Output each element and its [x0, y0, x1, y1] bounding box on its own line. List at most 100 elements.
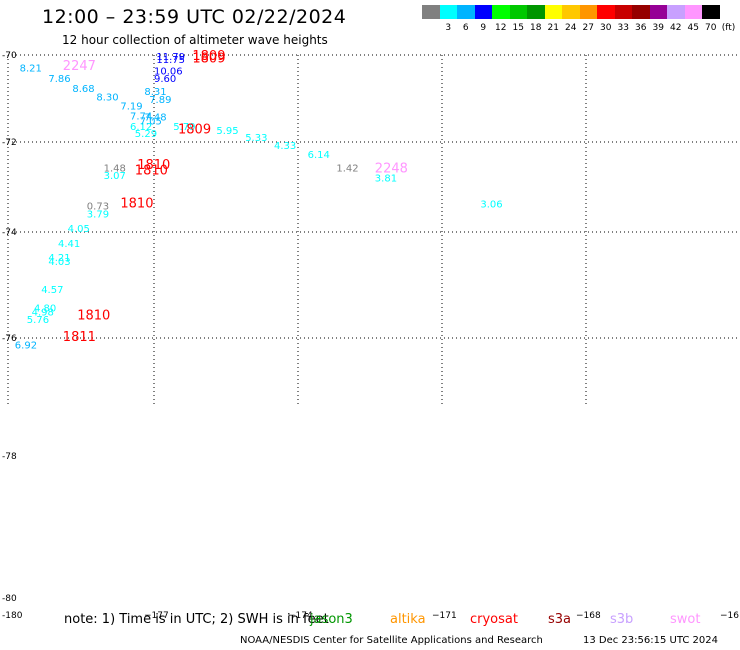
scale-swatch: [544, 5, 562, 19]
lat-tick-label: -70: [2, 51, 17, 61]
pass-time-label: 1810: [120, 196, 153, 211]
pass-time-label: 2247: [63, 59, 96, 74]
swh-label: 8.31: [144, 87, 166, 98]
swh-label: 8.30: [96, 93, 118, 104]
scale-label: 27: [582, 23, 594, 33]
lat-tick-label: -74: [2, 228, 17, 238]
scale-label: 12: [495, 23, 507, 33]
swh-label: 6.92: [15, 341, 37, 352]
swh-label: 4.05: [68, 224, 90, 235]
pass-time-label: 1809: [178, 122, 211, 137]
swh-label: 8.68: [72, 84, 94, 95]
satellite-legend-item: jason3: [310, 612, 353, 627]
scale-swatch: [439, 5, 457, 19]
scale-swatch: [597, 5, 615, 19]
pass-time-label: 1810: [135, 163, 168, 178]
swh-label: 3.06: [480, 199, 502, 210]
lon-tick-label: −16: [720, 611, 739, 621]
lat-tick-label: -80: [2, 594, 17, 604]
satellite-legend-item: s3b: [610, 612, 634, 627]
footer-note: note: 1) Time is in UTC; 2) SWH is in fe…: [64, 612, 329, 627]
satellite-legend-item: s3a: [548, 612, 572, 627]
swh-label: 0.73: [87, 202, 109, 213]
scale-label: 33: [617, 23, 629, 33]
scale-label: 6: [462, 23, 469, 33]
scale-swatch: [422, 5, 440, 19]
pass-time-label: 1809: [192, 51, 225, 66]
pass-time-label: 1810: [77, 308, 110, 323]
lon-tick-label: −171: [432, 611, 457, 621]
swh-label: 4.21: [48, 253, 70, 264]
swh-label: 3.07: [104, 171, 126, 182]
scale-swatch: [509, 5, 527, 19]
scale-label: 18: [530, 23, 542, 33]
scale-label: 9: [480, 23, 487, 33]
swh-label: 11.75: [156, 55, 185, 66]
swh-label: 3.81: [375, 174, 397, 185]
pass-time-label: 1809: [192, 49, 225, 64]
scale-swatch: [579, 5, 597, 19]
swh-label: 7.19: [120, 101, 142, 112]
swh-label: 3.79: [87, 210, 109, 221]
swh-label: 8.21: [20, 64, 42, 75]
scale-label: 39: [652, 23, 664, 33]
scale-swatch: [492, 5, 510, 19]
scale-label: 24: [565, 23, 577, 33]
swh-label: 4.98: [32, 308, 54, 319]
pass-time-label: 2248: [375, 162, 408, 177]
lon-tick-label: -180: [2, 611, 23, 621]
swh-label: 7.86: [48, 74, 70, 85]
lon-tick-label: −174: [288, 611, 313, 621]
swh-label: 4.41: [58, 239, 80, 250]
chart-title: 12:00 – 23:59 UTC 02/22/2024: [42, 6, 347, 28]
lon-tick-label: −168: [576, 611, 601, 621]
scale-swatch: [457, 5, 475, 19]
swh-label: 7.89: [149, 95, 171, 106]
scale-unit: (ft): [721, 23, 736, 33]
swh-label: 1.48: [104, 163, 126, 174]
scale-swatch: [474, 5, 492, 19]
swh-label: 7.48: [144, 112, 166, 123]
chart-subtitle: 12 hour collection of altimeter wave hei…: [62, 33, 328, 47]
pass-time-label: 1810: [137, 158, 170, 173]
scale-swatch: [562, 5, 580, 19]
scale-swatch: [667, 5, 685, 19]
swh-label: 4.57: [41, 285, 63, 296]
satellite-legend-item: swot: [670, 612, 701, 627]
swh-label: 10.06: [154, 67, 183, 78]
scale-swatch: [684, 5, 702, 19]
swh-label: 5.79: [173, 122, 195, 133]
satellite-legend-item: altika: [390, 612, 426, 627]
swh-label: 6.12: [130, 122, 152, 133]
generation-timestamp: 13 Dec 23:56:15 UTC 2024: [583, 635, 718, 646]
swh-label: 5.29: [135, 129, 157, 140]
scale-label: 36: [635, 23, 647, 33]
pass-time-label: 1811: [63, 330, 96, 345]
satellite-legend-item: cryosat: [470, 612, 518, 627]
credit-line: NOAA/NESDIS Center for Satellite Applica…: [240, 635, 543, 646]
swh-label: 1.42: [336, 163, 358, 174]
scale-label: 21: [547, 23, 559, 33]
swh-label: 11.79: [156, 52, 185, 63]
scale-swatch: [649, 5, 667, 19]
swh-label: 7.74: [130, 111, 152, 122]
scale-label: 15: [512, 23, 524, 33]
swh-label: 6.14: [308, 150, 330, 161]
swh-label: 4.03: [48, 257, 70, 268]
lat-tick-label: -76: [2, 334, 17, 344]
lat-tick-label: -72: [2, 138, 17, 148]
scale-label: 45: [687, 23, 699, 33]
swh-label: 4.80: [34, 304, 56, 315]
scale-label: 3: [445, 23, 452, 33]
scale-label: 42: [670, 23, 682, 33]
lat-tick-label: -78: [2, 452, 17, 462]
scale-label: 30: [600, 23, 612, 33]
scale-swatch: [614, 5, 632, 19]
swh-label: 4.33: [274, 141, 296, 152]
lon-tick-label: −177: [144, 611, 169, 621]
scale-swatch: [632, 5, 650, 19]
swh-label: 5.33: [245, 133, 267, 144]
swh-label: 7.05: [140, 117, 162, 128]
swh-label: 9.60: [154, 74, 176, 85]
